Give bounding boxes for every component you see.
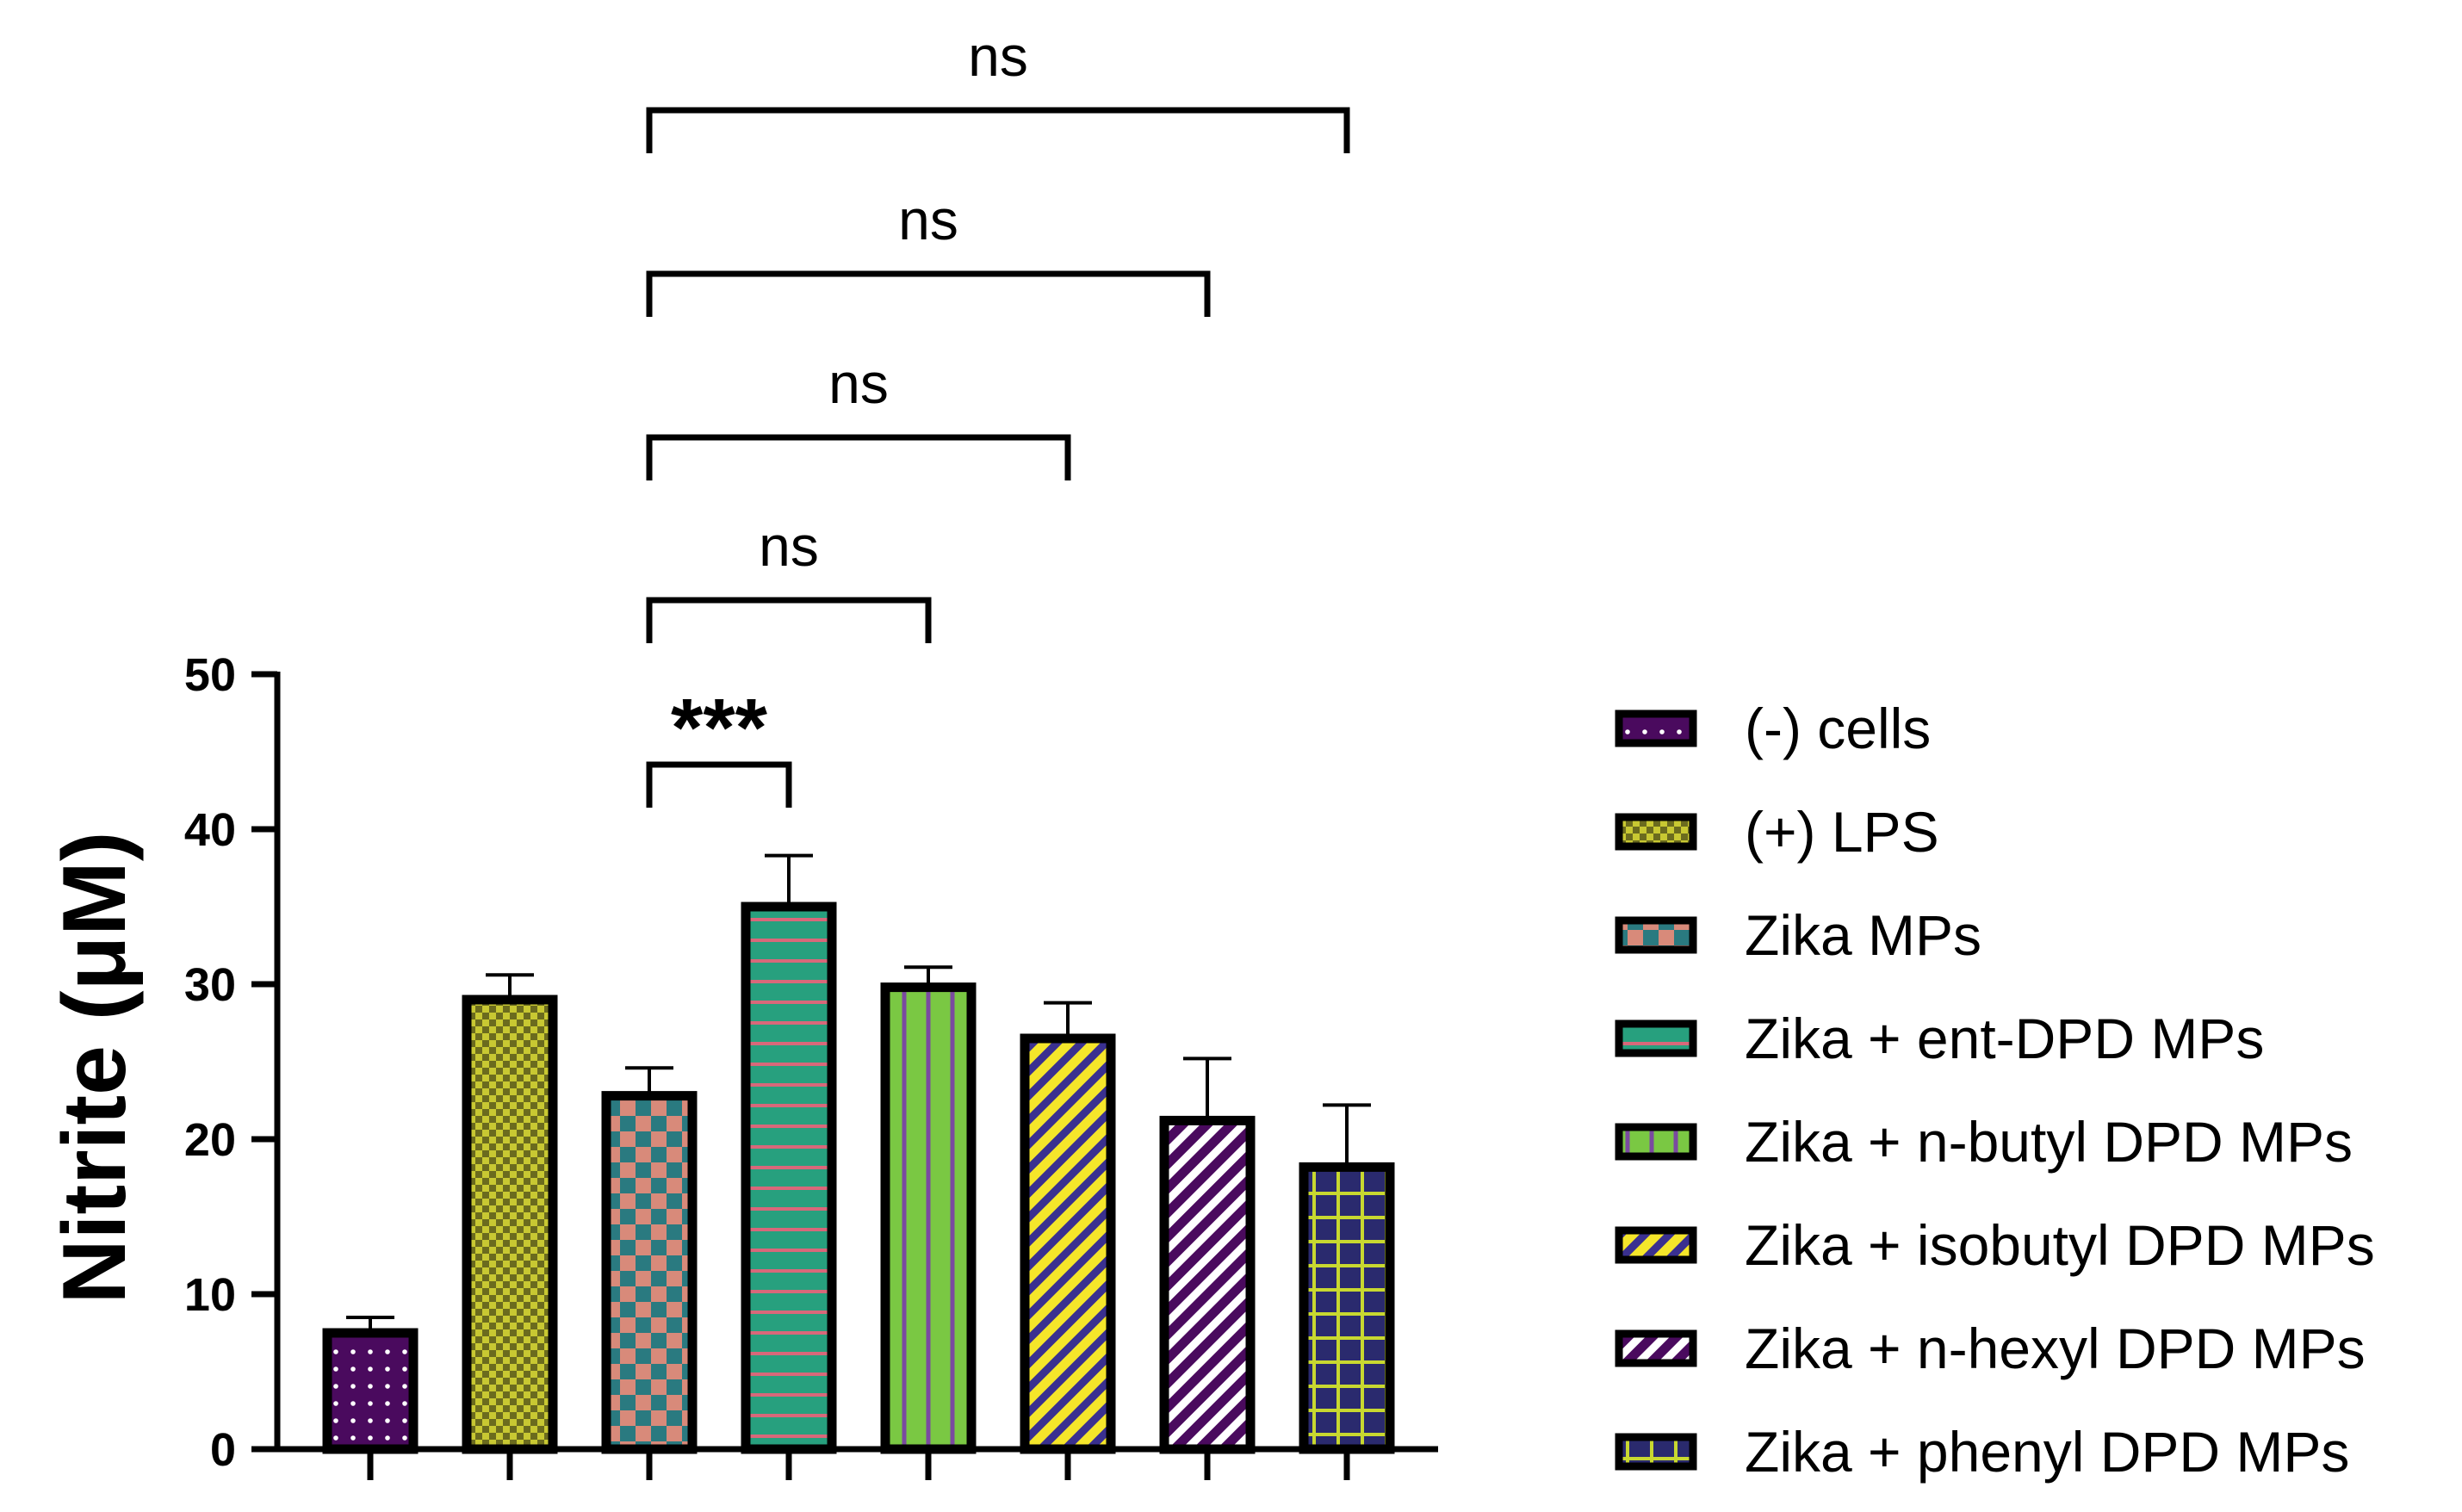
significance-bracket: [646, 434, 1071, 480]
significance-bracket: [646, 270, 1211, 317]
x-axis: [275, 1446, 1438, 1480]
bar: [741, 902, 837, 1454]
legend: (-) cells (+) LPS Zika MPs Zika + ent-DPD M…: [1615, 697, 2375, 1484]
y-tick-label: 40: [184, 804, 236, 856]
y-tick-label: 10: [184, 1269, 236, 1321]
legend-swatch: [1615, 1019, 1697, 1057]
significance-bracket: [646, 597, 932, 643]
legend-label: Zika + ent-DPD MPs: [1745, 1007, 2264, 1070]
legend-label: Zika MPs: [1745, 903, 1981, 967]
bar: [462, 995, 558, 1454]
legend-label: (+) LPS: [1745, 800, 1939, 864]
y-tick-label: 30: [184, 959, 236, 1011]
legend-swatch: [1615, 916, 1697, 954]
y-tick-label: 0: [210, 1424, 236, 1476]
significance-label: ns: [898, 188, 958, 251]
bars: [322, 853, 1395, 1454]
legend-swatch: [1615, 1433, 1697, 1471]
legend-label: Zika + n-hexyl DPD MPs: [1745, 1317, 2366, 1380]
significance-annotations: *** ns ns ns ns: [646, 24, 1350, 808]
y-tick-label: 50: [184, 649, 236, 701]
significance-bracket: [646, 761, 792, 808]
significance-label: ns: [828, 351, 889, 415]
legend-swatch: [1615, 1329, 1697, 1367]
y-axis-label: Nitrite (μM): [45, 832, 145, 1304]
legend-label: Zika + isobutyl DPD MPs: [1745, 1213, 2375, 1277]
legend-label: (-) cells: [1745, 697, 1931, 760]
legend-swatch: [1615, 1226, 1697, 1264]
legend-label: Zika + phenyl DPD MPs: [1745, 1420, 2349, 1484]
significance-label: ns: [759, 514, 819, 578]
significance-bracket: [646, 107, 1350, 153]
bar: [322, 1328, 419, 1454]
significance-label: ns: [968, 24, 1028, 88]
bar: [1020, 1033, 1116, 1454]
significance-label: ***: [671, 682, 768, 774]
bar: [1299, 1162, 1395, 1454]
bar: [880, 982, 977, 1454]
y-tick-label: 20: [184, 1114, 236, 1166]
legend-label: Zika + n-butyl DPD MPs: [1745, 1110, 2353, 1174]
y-axis: 0 10 20 30 40 50: [184, 649, 281, 1476]
bar: [601, 1091, 698, 1454]
legend-swatch: [1615, 710, 1697, 747]
legend-swatch: [1615, 813, 1697, 851]
bar: [1159, 1115, 1256, 1454]
legend-swatch: [1615, 1123, 1697, 1161]
